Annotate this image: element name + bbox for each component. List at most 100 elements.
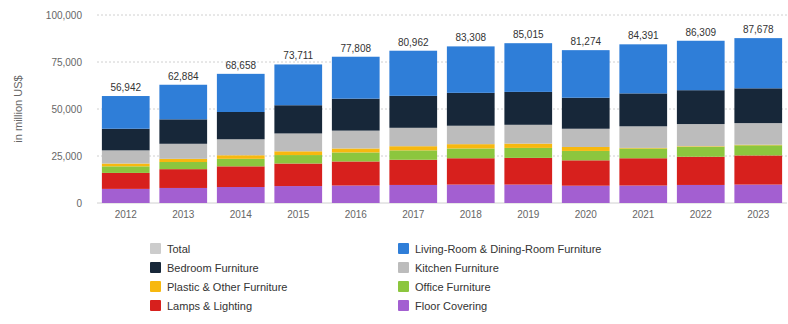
bar-segment xyxy=(159,162,207,169)
y-tick-label: 25,000 xyxy=(51,151,82,162)
bar-segment xyxy=(677,41,725,90)
bars xyxy=(102,38,782,203)
data-labels: 56,94262,88468,65873,71177,80880,96283,3… xyxy=(110,24,774,93)
x-tick-label: 2016 xyxy=(345,209,368,220)
grid-line xyxy=(97,15,787,16)
bar-segment xyxy=(274,105,322,133)
bar-segment xyxy=(447,93,495,126)
bar-segment xyxy=(389,128,437,146)
bar-segment xyxy=(217,159,265,167)
x-tick-label: 2020 xyxy=(575,209,598,220)
bar-segment xyxy=(734,123,782,145)
bar-segment xyxy=(447,158,495,184)
bar-segment xyxy=(677,157,725,185)
bar-segment xyxy=(734,185,782,203)
legend-swatch xyxy=(150,262,161,273)
x-tick-label: 2021 xyxy=(632,209,655,220)
chart: in million US$025,00050,00075,000100,000… xyxy=(0,0,788,324)
legend-item: Total xyxy=(150,243,190,255)
total-label: 56,942 xyxy=(110,82,141,93)
bar-segment xyxy=(734,155,782,184)
bar-segment xyxy=(102,166,150,173)
bar-segment xyxy=(274,164,322,187)
x-tick-label: 2019 xyxy=(517,209,540,220)
legend-item: Kitchen Furniture xyxy=(398,262,499,274)
bar-segment xyxy=(102,164,150,167)
bar-segment xyxy=(734,88,782,123)
bar-segment xyxy=(159,119,207,143)
legend-item: Floor Covering xyxy=(398,300,487,312)
bar-segment xyxy=(734,145,782,155)
legend-label: Total xyxy=(167,243,190,255)
bar-segment xyxy=(447,144,495,148)
bar-segment xyxy=(504,158,552,185)
bar-segment xyxy=(389,146,437,150)
x-tick-label: 2015 xyxy=(287,209,310,220)
bar-segment xyxy=(562,129,610,147)
bar-segment xyxy=(102,189,150,203)
bar-segment xyxy=(274,133,322,151)
bar-segment xyxy=(159,144,207,159)
bar-segment xyxy=(159,169,207,188)
bar-segment xyxy=(562,147,610,151)
bar-segment xyxy=(332,99,380,131)
y-tick-label: 75,000 xyxy=(51,57,82,68)
legend-label: Living-Room & Dining-Room Furniture xyxy=(415,243,601,255)
bar-segment xyxy=(677,147,725,157)
bar-segment xyxy=(619,186,667,203)
bar-segment xyxy=(274,155,322,163)
bar-segment xyxy=(447,126,495,144)
y-tick-label: 100,000 xyxy=(46,10,83,21)
y-tick-label: 0 xyxy=(76,198,82,209)
bar-segment xyxy=(389,96,437,128)
bar-segment xyxy=(102,150,150,163)
bar-segment xyxy=(447,185,495,203)
legend-item: Lamps & Lighting xyxy=(150,300,252,312)
bar-segment xyxy=(562,186,610,203)
x-tick-label: 2012 xyxy=(115,209,138,220)
legend-item: Office Furniture xyxy=(398,281,491,293)
legend-label: Lamps & Lighting xyxy=(167,300,252,312)
legend-swatch xyxy=(398,262,409,273)
total-label: 85,015 xyxy=(513,29,544,40)
bar-segment xyxy=(332,148,380,152)
bar-segment xyxy=(332,152,380,161)
legend-swatch xyxy=(398,243,409,254)
legend-swatch xyxy=(150,281,161,292)
bar-segment xyxy=(504,125,552,144)
total-label: 80,962 xyxy=(398,37,429,48)
x-tick-label: 2022 xyxy=(690,209,713,220)
bar-segment xyxy=(619,158,667,185)
bar-segment xyxy=(619,148,667,158)
bar-segment xyxy=(504,185,552,203)
bar-segment xyxy=(389,185,437,203)
bar-segment xyxy=(274,186,322,203)
total-label: 86,309 xyxy=(685,27,716,38)
bar-segment xyxy=(619,126,667,148)
x-tick-label: 2018 xyxy=(460,209,483,220)
bar-segment xyxy=(217,112,265,139)
bar-segment xyxy=(389,51,437,96)
bar-segment xyxy=(217,74,265,112)
bar-segment xyxy=(504,148,552,158)
bar-segment xyxy=(102,173,150,189)
bar-segment xyxy=(102,129,150,151)
legend-swatch xyxy=(150,243,161,254)
x-tick-label: 2023 xyxy=(747,209,770,220)
total-label: 81,274 xyxy=(570,36,601,47)
bar-segment xyxy=(332,57,380,99)
total-label: 73,711 xyxy=(283,50,313,61)
x-tick-label: 2014 xyxy=(230,209,253,220)
bar-segment xyxy=(562,50,610,98)
bar-segment xyxy=(619,44,667,93)
legend-label: Plastic & Other Furniture xyxy=(167,281,287,293)
total-label: 84,391 xyxy=(628,30,659,41)
legend-swatch xyxy=(398,281,409,292)
legend-swatch xyxy=(398,300,409,311)
bar-segment xyxy=(159,188,207,203)
y-tick-label: 50,000 xyxy=(51,104,82,115)
bar-segment xyxy=(504,43,552,92)
total-label: 87,678 xyxy=(743,24,774,35)
bar-segment xyxy=(102,96,150,129)
bar-segment xyxy=(734,38,782,88)
